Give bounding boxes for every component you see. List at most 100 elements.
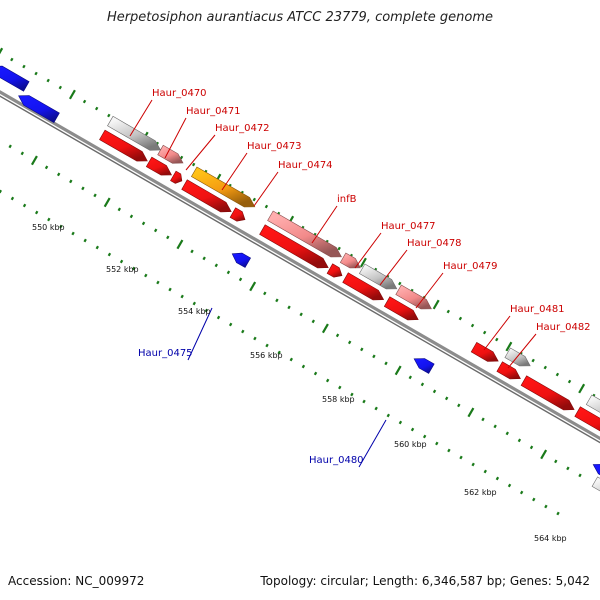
minor-tick (58, 85, 63, 90)
minor-tick (179, 155, 184, 160)
gene-arrow[interactable] (0, 65, 30, 92)
minor-tick (519, 490, 524, 495)
minor-tick (578, 473, 582, 478)
minor-tick (313, 371, 318, 376)
minor-tick (216, 315, 221, 320)
minor-tick (299, 312, 303, 317)
gene-arrow[interactable] (574, 406, 600, 437)
genome-backbone (0, 95, 600, 444)
minor-tick (386, 413, 390, 418)
major-tick (249, 281, 257, 292)
minor-tick (529, 445, 534, 450)
label-leader-line (221, 152, 248, 191)
gene-label-haur-0477[interactable]: Haur_0477 (381, 221, 436, 232)
gene-arrow[interactable] (496, 361, 521, 380)
gene-arrow[interactable] (585, 394, 600, 425)
gene-arrow[interactable] (413, 358, 435, 374)
gene-label-haur-0482[interactable]: Haur_0482 (536, 322, 591, 333)
minor-tick (398, 281, 402, 286)
label-leader-line (415, 272, 444, 309)
minor-tick (277, 350, 281, 355)
gene-arrow[interactable] (181, 179, 232, 213)
gene-label-haur-0470[interactable]: Haur_0470 (152, 88, 207, 99)
scale-label: 556 kbp (250, 351, 283, 360)
genome-backbone (0, 90, 600, 441)
minor-tick (192, 301, 196, 306)
minor-tick (83, 238, 87, 243)
minor-tick (131, 266, 136, 271)
major-tick (467, 407, 475, 418)
minor-tick (422, 434, 427, 439)
minor-tick (384, 361, 388, 366)
gene-label-haur-0472[interactable]: Haur_0472 (215, 123, 270, 134)
gene-arrow[interactable] (107, 115, 162, 151)
minor-tick (214, 263, 218, 268)
minor-tick (347, 340, 352, 345)
minor-tick (362, 399, 366, 404)
minor-tick (275, 298, 279, 303)
minor-tick (44, 165, 49, 170)
minor-tick (567, 379, 572, 384)
minor-tick (81, 186, 85, 191)
gene-label-haur-0478[interactable]: Haur_0478 (407, 238, 462, 249)
minor-tick (8, 144, 12, 149)
minor-tick (338, 385, 342, 390)
minor-tick (335, 333, 340, 338)
gene-label-haur-0474[interactable]: Haur_0474 (278, 160, 333, 171)
scale-label: 552 kbp (106, 265, 139, 274)
gene-arrow[interactable] (326, 263, 343, 278)
gene-arrow[interactable] (342, 272, 385, 301)
gene-arrow[interactable] (259, 224, 329, 269)
minor-tick (410, 427, 415, 432)
gene-arrow[interactable] (229, 207, 246, 222)
minor-tick (71, 231, 75, 236)
gene-arrow[interactable] (231, 252, 252, 268)
major-tick (321, 323, 329, 334)
gene-arrow[interactable] (190, 166, 256, 208)
minor-tick (141, 221, 146, 226)
gene-arrow[interactable] (145, 156, 172, 176)
minor-tick (554, 459, 558, 464)
gene-label-infb[interactable]: infB (337, 194, 357, 205)
minor-tick (191, 162, 196, 167)
minor-tick (444, 396, 449, 401)
minor-tick (153, 228, 158, 233)
gene-arrow[interactable] (383, 296, 419, 321)
minor-tick (457, 403, 461, 408)
minor-tick (483, 469, 487, 474)
minor-tick (252, 197, 256, 202)
gene-label-haur-0481[interactable]: Haur_0481 (510, 304, 565, 315)
gene-arrow[interactable] (358, 263, 398, 290)
major-tick (103, 197, 111, 208)
minor-tick (360, 347, 364, 352)
gene-label-haur-0471[interactable]: Haur_0471 (186, 106, 241, 117)
gene-arrow[interactable] (592, 464, 600, 489)
major-tick (30, 155, 38, 166)
major-tick (505, 341, 513, 352)
gene-label-haur-0480[interactable]: Haur_0480 (309, 455, 364, 466)
gene-arrow[interactable] (99, 129, 148, 162)
gene-arrow[interactable] (470, 341, 499, 362)
minor-tick (166, 235, 170, 240)
minor-tick (82, 99, 87, 104)
gene-arrow[interactable] (520, 375, 575, 411)
gene-arrow[interactable] (395, 284, 432, 310)
label-leader-line (164, 117, 187, 159)
minor-tick (34, 71, 38, 76)
gene-arrow[interactable] (591, 476, 600, 507)
gene-arrow[interactable] (170, 170, 183, 184)
minor-tick (482, 330, 487, 335)
gene-label-haur-0473[interactable]: Haur_0473 (247, 141, 302, 152)
gene-arrow[interactable] (157, 144, 184, 164)
gene-arrow[interactable] (18, 95, 60, 124)
scale-label: 564 kbp (534, 534, 567, 543)
gene-label-haur-0475[interactable]: Haur_0475 (138, 348, 193, 359)
gene-label-haur-0479[interactable]: Haur_0479 (443, 261, 498, 272)
minor-tick (505, 431, 509, 436)
minor-tick (129, 214, 134, 219)
label-leader-line (311, 205, 338, 244)
gene-arrow[interactable] (267, 210, 342, 258)
minor-tick (458, 316, 463, 321)
label-leader-line (187, 307, 213, 361)
